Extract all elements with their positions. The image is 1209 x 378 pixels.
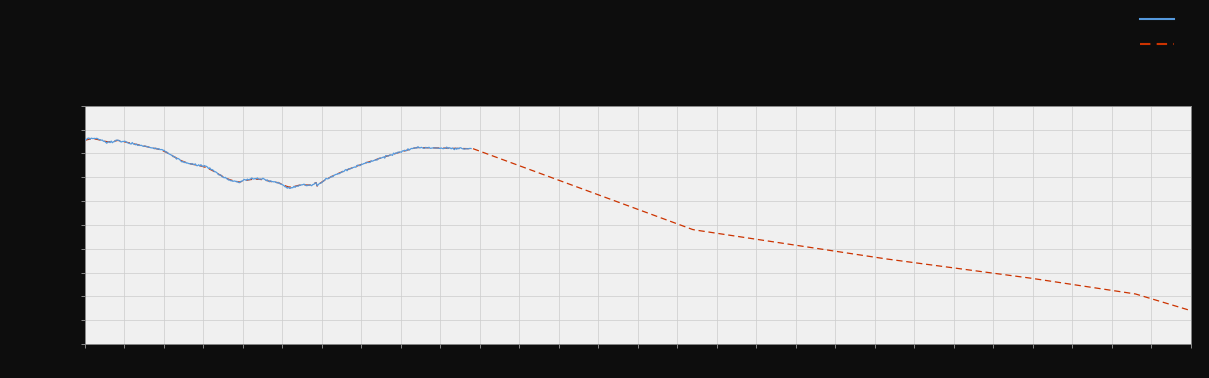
Legend: , : , (1140, 13, 1179, 52)
